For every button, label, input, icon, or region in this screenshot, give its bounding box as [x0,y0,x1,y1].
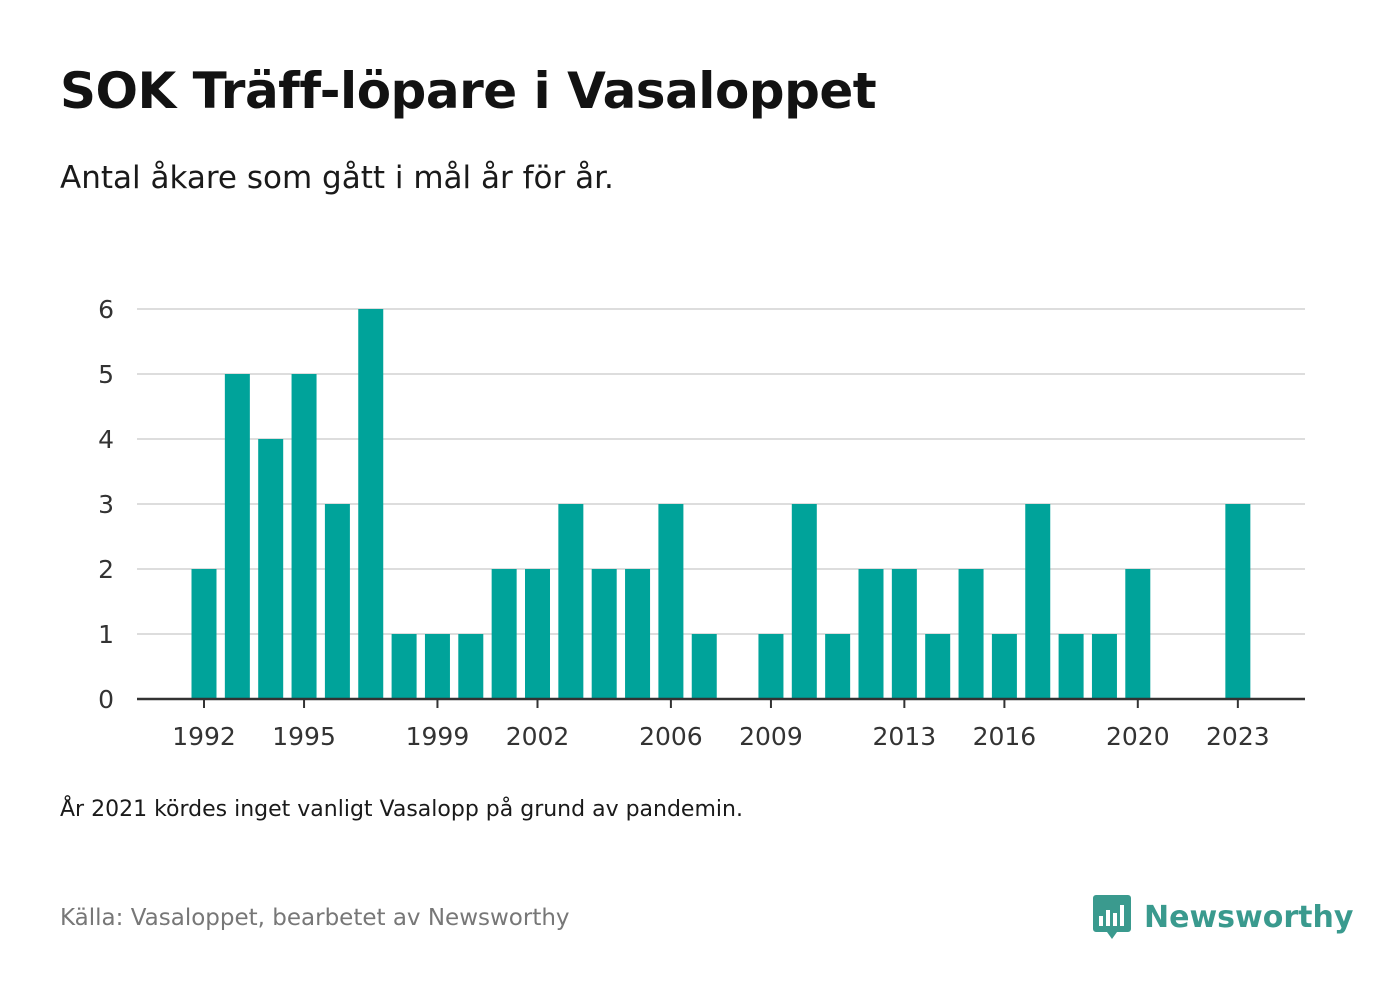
bar-2010 [791,504,817,699]
bar-2001 [491,569,517,699]
bar-2004 [591,569,617,699]
bar-2014 [925,634,951,699]
bar-2003 [558,504,584,699]
y-tick-label: 3 [98,490,114,519]
y-tick-label: 0 [98,685,114,714]
bar-1998 [391,634,417,699]
x-tick-label: 2016 [973,722,1037,751]
bar-2002 [525,569,550,699]
y-tick-label: 4 [98,425,114,454]
bar-2012 [858,569,884,699]
bar-1997 [358,309,384,699]
bar-2006 [658,504,684,699]
bar-2000 [458,634,484,699]
x-tick-label: 1999 [406,722,470,751]
bar-2023 [1225,504,1251,699]
bar-2016 [991,634,1017,699]
chart-title: SOK Träff-löpare i Vasaloppet [60,62,877,120]
bar-2009 [758,634,784,699]
newsworthy-logo: Newsworthy [1092,893,1353,941]
bar-2019 [1091,634,1117,699]
x-tick-label: 2023 [1206,722,1270,751]
x-tick-label: 2002 [506,722,570,751]
y-tick-label: 1 [98,620,114,649]
newsworthy-logo-text: Newsworthy [1144,899,1354,935]
newsworthy-logo-icon [1093,895,1131,939]
bar-1993 [224,374,250,699]
bar-2007 [691,634,717,699]
x-tick-label: 2006 [639,722,703,751]
x-tick-label: 1992 [172,722,236,751]
bar-1995 [291,374,317,699]
x-tick-label: 2013 [873,722,937,751]
chart-note: År 2021 kördes inget vanligt Vasalopp på… [60,797,743,822]
bar-2015 [958,569,984,699]
y-tick-label: 5 [98,360,114,389]
bar-2013 [891,569,917,699]
bar-2020 [1125,569,1151,699]
bar-2017 [1025,504,1051,699]
x-tick-label: 2020 [1106,722,1170,751]
bar-1992 [191,569,217,699]
chart-subtitle: Antal åkare som gått i mål år för år. [60,160,614,196]
source-text: Källa: Vasaloppet, bearbetet av Newswort… [60,905,570,931]
x-tick-label: 2009 [739,722,803,751]
bar-2018 [1058,634,1084,699]
y-tick-label: 6 [98,295,114,324]
bar-1999 [424,634,450,699]
bar-2005 [625,569,651,699]
x-tick-label: 1995 [272,722,336,751]
bar-1994 [258,439,284,699]
bar-1996 [324,504,350,699]
bar-2011 [825,634,851,699]
y-tick-label: 2 [98,555,114,584]
